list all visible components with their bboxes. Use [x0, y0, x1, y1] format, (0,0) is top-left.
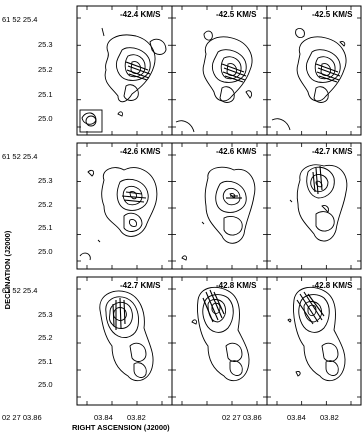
velocity-label: -42.5 KM/S — [216, 10, 257, 19]
velocity-label: -42.6 KM/S — [216, 147, 257, 156]
channel-panel: -42.6 KM/S — [171, 142, 268, 270]
bottom-right-ra-tick-labels: 03.84 03.82 — [287, 413, 339, 422]
row2-dec-tick-labels: 61 52 25.4 25.3 25.2 25.1 25.0 — [2, 152, 53, 256]
svg-text:25.2: 25.2 — [38, 200, 53, 209]
channel-panel: -42.5 KM/S — [266, 5, 362, 136]
svg-text:25.0: 25.0 — [38, 114, 53, 123]
svg-text:61 52 25.4: 61 52 25.4 — [2, 15, 37, 24]
svg-text:25.1: 25.1 — [38, 223, 53, 232]
polarization-vectors — [112, 297, 126, 330]
channel-panel: -42.8 KM/S — [171, 276, 268, 406]
channel-panel: -42.7 KM/S — [76, 276, 173, 406]
contours — [181, 166, 256, 261]
velocity-label: -42.7 KM/S — [120, 281, 161, 290]
contours — [287, 286, 346, 382]
polarization-vectors — [121, 191, 147, 203]
polarization-vectors — [296, 291, 325, 325]
polarization-vectors — [221, 63, 247, 83]
svg-text:25.3: 25.3 — [38, 40, 53, 49]
svg-text:02 27 03.86: 02 27 03.86 — [222, 413, 262, 422]
svg-text:61 52 25.4: 61 52 25.4 — [2, 286, 37, 295]
velocity-label: -42.6 KM/S — [120, 147, 161, 156]
row1-dec-tick-labels: 61 52 25.4 25.3 25.2 25.1 25.0 — [2, 15, 53, 123]
svg-text:25.1: 25.1 — [38, 357, 53, 366]
svg-text:25.2: 25.2 — [38, 65, 53, 74]
velocity-label: -42.8 KM/S — [216, 281, 257, 290]
contours — [191, 286, 250, 382]
polarization-vectors — [125, 61, 151, 81]
polarization-vectors — [315, 63, 341, 83]
contours — [289, 164, 348, 242]
svg-text:02 27 03.86: 02 27 03.86 — [2, 413, 42, 422]
polarization-vectors — [312, 165, 323, 195]
channel-panel: -42.7 KM/S — [266, 142, 362, 270]
x-axis-title: RIGHT ASCENSION (J2000) — [72, 423, 170, 432]
svg-text:03.82: 03.82 — [127, 413, 146, 422]
svg-text:25.3: 25.3 — [38, 310, 53, 319]
contours — [79, 167, 158, 261]
velocity-label: -42.4 KM/S — [120, 10, 161, 19]
channel-panel: -42.4 KM/S — [76, 5, 173, 136]
channel-panel: -42.8 KM/S — [266, 276, 362, 406]
polarization-vectors — [202, 289, 225, 323]
bottom-middle-ra-tick-labels: 02 27 03.86 — [222, 413, 262, 422]
svg-text:25.0: 25.0 — [38, 380, 53, 389]
polarization-vectors — [226, 195, 242, 199]
channel-panel: -42.5 KM/S — [171, 5, 268, 136]
svg-text:25.2: 25.2 — [38, 333, 53, 342]
svg-text:61 52 25.4: 61 52 25.4 — [2, 152, 37, 161]
velocity-label: -42.5 KM/S — [312, 10, 353, 19]
velocity-label: -42.7 KM/S — [312, 147, 353, 156]
velocity-label: -42.8 KM/S — [312, 281, 353, 290]
contours — [271, 27, 347, 131]
svg-text:25.3: 25.3 — [38, 176, 53, 185]
svg-text:03.84: 03.84 — [287, 413, 306, 422]
y-axis-title: DECLINATION (J2000) — [3, 230, 12, 309]
svg-text:25.0: 25.0 — [38, 247, 53, 256]
svg-text:03.84: 03.84 — [94, 413, 113, 422]
contours — [99, 290, 154, 382]
channel-panel: -42.6 KM/S — [76, 142, 173, 270]
contours — [79, 27, 167, 133]
svg-text:25.1: 25.1 — [38, 90, 53, 99]
tick-marks — [77, 6, 361, 405]
bottom-left-ra-tick-labels: 02 27 03.86 03.84 03.82 — [2, 413, 146, 422]
row3-dec-tick-labels: 61 52 25.4 25.3 25.2 25.1 25.0 — [2, 286, 53, 389]
svg-text:03.82: 03.82 — [320, 413, 339, 422]
